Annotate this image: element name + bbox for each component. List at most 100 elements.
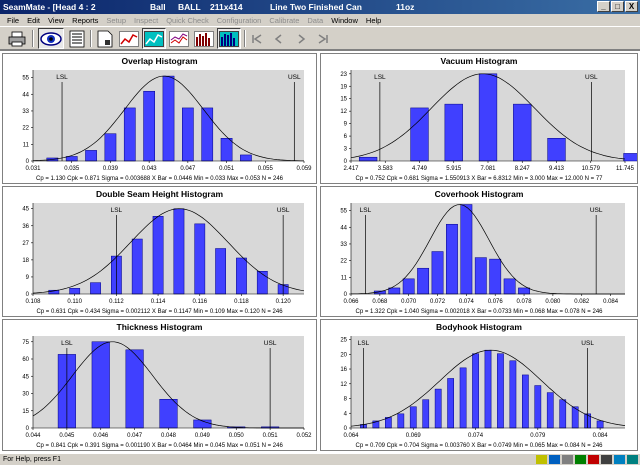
histogram-bar xyxy=(497,353,504,429)
histogram-bar xyxy=(596,420,604,429)
y-tick-label: 36 xyxy=(22,224,29,230)
y-tick-label: 15 xyxy=(340,97,347,103)
tray-icon[interactable] xyxy=(562,455,573,464)
y-tick-label: 23 xyxy=(340,72,347,78)
view-button[interactable] xyxy=(38,28,64,49)
line-chart-dim-button[interactable] xyxy=(167,28,191,49)
y-tick-label: 25 xyxy=(340,338,347,344)
x-tick-label: 9.413 xyxy=(549,166,565,172)
menu-edit[interactable]: Edit xyxy=(27,15,41,25)
list-button[interactable] xyxy=(66,28,88,49)
title-ball: Ball xyxy=(150,2,166,12)
menu-configuration[interactable]: Configuration xyxy=(216,15,262,25)
tray-icon[interactable] xyxy=(601,455,612,464)
bodyhook-histogram-chart: Bodyhook Histogram 0 4 8 12 16 20 25 0.064 0.069 0… xyxy=(340,322,626,439)
tray-icon[interactable] xyxy=(588,455,599,464)
histogram-bar xyxy=(90,282,101,295)
last-button[interactable] xyxy=(314,28,332,49)
line-chart-active-icon xyxy=(144,30,164,47)
histogram-bar xyxy=(182,107,194,162)
histogram-bar xyxy=(91,341,110,429)
x-tick-label: 0.108 xyxy=(25,299,41,305)
y-tick-label: 30 xyxy=(22,392,29,398)
histogram-bar xyxy=(546,392,554,429)
y-tick-label: 18 xyxy=(22,258,29,264)
usl-label: USL xyxy=(277,207,290,214)
menu-window[interactable]: Window xyxy=(331,15,358,25)
menu-reports[interactable]: Reports xyxy=(72,15,99,25)
vacuum-histogram-panel: Vacuum Histogram 0 3 6 9 12 15 19 23 2.417 3.583 4.… xyxy=(320,53,638,184)
menu-view[interactable]: View xyxy=(48,15,65,25)
usl-label: USL xyxy=(581,340,594,347)
y-tick-label: 9 xyxy=(344,122,348,128)
x-tick-label: 2.417 xyxy=(343,166,359,172)
menu-file[interactable]: File xyxy=(7,15,20,25)
prev-icon xyxy=(273,33,285,45)
x-tick-label: 0.072 xyxy=(430,299,446,305)
bar-chart-button[interactable] xyxy=(192,28,216,49)
tray-icon[interactable] xyxy=(575,455,586,464)
histogram-bar xyxy=(220,138,233,162)
print-button[interactable] xyxy=(6,28,28,49)
next-button[interactable] xyxy=(292,28,310,49)
y-tick-label: 15 xyxy=(22,409,29,415)
x-tick-label: 0.046 xyxy=(93,433,109,439)
x-tick-label: 0.069 xyxy=(406,433,422,439)
next-icon xyxy=(295,33,307,45)
tray-icon[interactable] xyxy=(614,455,625,464)
x-tick-label: 0.084 xyxy=(603,299,619,305)
x-tick-label: 0.044 xyxy=(25,433,41,439)
maximize-button[interactable]: □ xyxy=(611,1,624,12)
y-tick-label: 60 xyxy=(22,357,29,363)
menu-help[interactable]: Help xyxy=(365,15,382,25)
histogram-icon xyxy=(219,30,239,47)
x-tick-label: 0.050 xyxy=(229,433,245,439)
tray-icon[interactable] xyxy=(536,455,547,464)
x-tick-label: 3.583 xyxy=(378,166,394,172)
x-tick-label: 0.064 xyxy=(343,433,359,439)
status-message: For Help, press F1 xyxy=(3,456,61,463)
minimize-button[interactable]: _ xyxy=(597,1,610,12)
histogram-workspace: Overlap Histogram 0 11 22 33 44 55 0.031 0.035 0.… xyxy=(0,50,640,453)
x-tick-label: 8.247 xyxy=(515,166,531,172)
prev-button[interactable] xyxy=(270,28,288,49)
normal-curve xyxy=(32,75,304,162)
menu-quick-check[interactable]: Quick Check xyxy=(166,15,209,25)
toolbar xyxy=(0,26,640,50)
histogram-bar xyxy=(402,278,415,295)
histogram-bar xyxy=(559,399,567,429)
histogram-bar xyxy=(489,258,502,295)
histogram-bar xyxy=(159,399,178,429)
usl-label: USL xyxy=(264,340,277,347)
menu-data[interactable]: Data xyxy=(307,15,324,25)
menu-inspect[interactable]: Inspect xyxy=(134,15,159,25)
line-chart-active-button[interactable] xyxy=(142,28,166,49)
y-tick-label: 9 xyxy=(26,275,30,281)
menu-calibrate[interactable]: Calibrate xyxy=(269,15,300,25)
x-tick-label: 0.049 xyxy=(195,433,211,439)
document-button[interactable] xyxy=(94,28,116,49)
x-tick-label: 0.047 xyxy=(180,166,196,172)
y-tick-label: 0 xyxy=(344,426,348,432)
status-bar: For Help, press F1 xyxy=(0,453,640,465)
tray-icon[interactable] xyxy=(549,455,560,464)
y-tick-label: 27 xyxy=(22,241,29,247)
x-tick-label: 0.039 xyxy=(103,166,119,172)
system-tray xyxy=(536,455,638,464)
histogram-button[interactable] xyxy=(217,28,241,49)
double-seam-height-histogram-chart: Double Seam Height Histogram 0 9 18 27 36 45 0.… xyxy=(22,189,305,305)
tray-icon[interactable] xyxy=(627,455,638,464)
histogram-bar xyxy=(484,349,492,429)
window-title-bar[interactable]: SeamMate - [Head 4 : 2 Ball BALL 211x414… xyxy=(0,0,640,14)
menu-setup[interactable]: Setup xyxy=(106,15,127,25)
line-chart-button[interactable] xyxy=(117,28,141,49)
first-button[interactable] xyxy=(248,28,266,49)
x-tick-label: 11.745 xyxy=(616,166,635,172)
histogram-bar xyxy=(431,251,444,295)
close-button[interactable]: X xyxy=(625,1,638,12)
double-seam-height-histogram-title: Double Seam Height Histogram xyxy=(96,189,223,199)
y-tick-label: 33 xyxy=(22,109,29,115)
x-tick-label: 0.114 xyxy=(151,299,166,305)
histogram-bar xyxy=(444,103,463,162)
histogram-bar xyxy=(358,156,378,162)
